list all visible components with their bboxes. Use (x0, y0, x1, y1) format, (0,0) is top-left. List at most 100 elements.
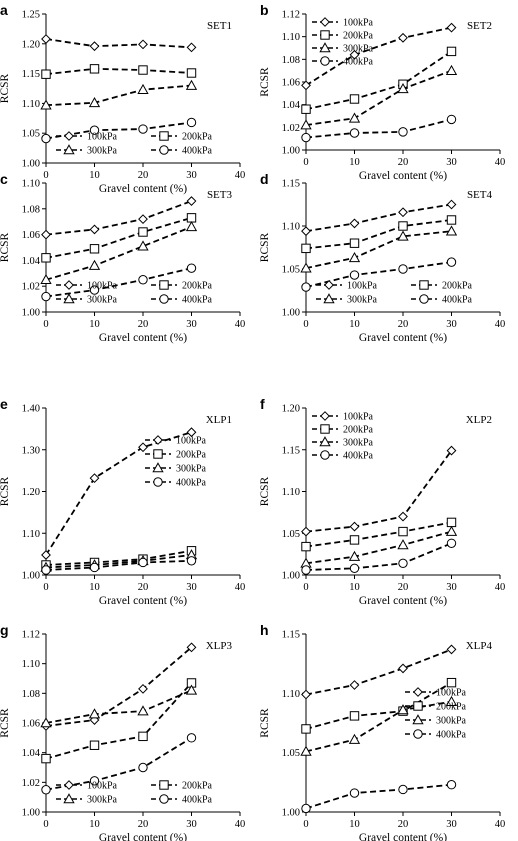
panel-set-label: SET4 (467, 189, 493, 201)
data-point (138, 442, 148, 453)
series-400kPa (301, 114, 457, 143)
y-tick-label: 1.15 (282, 179, 300, 190)
data-point (138, 557, 148, 568)
legend-label: 100kPa (87, 281, 118, 292)
y-tick-label: 1.10 (22, 659, 40, 670)
data-point (89, 562, 100, 573)
legend-entry: 100kPa (56, 280, 118, 292)
y-tick-label: 1.04 (22, 748, 41, 759)
data-point (89, 285, 100, 295)
data-point (138, 39, 148, 50)
x-tick-label: 20 (398, 819, 409, 830)
series-line (45, 431, 192, 556)
legend-marker (413, 729, 423, 739)
series-line (305, 203, 452, 233)
data-point (398, 558, 408, 569)
data-point (138, 214, 148, 225)
y-tick-label: 1.12 (22, 630, 40, 641)
data-point (186, 213, 197, 223)
data-point (89, 740, 100, 750)
legend-marker (152, 462, 164, 473)
y-tick-label: 1.05 (22, 129, 40, 140)
data-point (40, 99, 52, 110)
legend-entry: 300kPa (56, 793, 118, 806)
panel-set-label: XLP2 (466, 414, 492, 426)
y-tick-label: 1.10 (282, 689, 300, 700)
data-point (137, 83, 149, 94)
data-point (41, 291, 51, 302)
panel-set-label: XLP4 (466, 640, 493, 652)
legend-label: 300kPa (87, 146, 118, 157)
series-line (305, 69, 452, 126)
legend-label: 200kPa (436, 702, 467, 713)
data-point (348, 733, 361, 744)
data-point (185, 684, 198, 695)
chart-panel-c: 1.001.021.041.061.081.100 10 20 30 40Gravel … (0, 171, 245, 344)
legend-label: 300kPa (347, 295, 378, 306)
series-line (305, 261, 452, 288)
data-point (446, 114, 457, 125)
x-tick-label: 10 (89, 170, 100, 181)
y-tick-label: 1.05 (282, 529, 300, 540)
legend-marker (159, 294, 169, 304)
x-tick-label: 10 (349, 319, 360, 330)
data-point (88, 96, 101, 108)
data-point (398, 207, 408, 218)
legend-marker (63, 293, 75, 304)
legend-marker (413, 701, 423, 711)
x-tick-label: 0 (303, 157, 308, 168)
data-point (89, 776, 100, 786)
x-tick-label: 20 (398, 157, 409, 168)
x-tick-label: 30 (186, 582, 197, 593)
panel-set-label: XLP3 (206, 640, 233, 652)
y-tick-label: 1.20 (282, 404, 300, 415)
data-point (300, 745, 312, 756)
y-tick-label: 1.06 (282, 78, 300, 89)
x-tick-label: 30 (446, 319, 457, 330)
y-tick-label: 1.00 (22, 571, 40, 582)
y-tick-label: 1.30 (22, 445, 40, 456)
x-tick-label: 40 (235, 819, 246, 830)
data-point (446, 538, 457, 548)
legend-marker (320, 17, 330, 27)
data-point (186, 733, 197, 743)
legend-marker (323, 293, 335, 304)
panel-letter: d (260, 171, 269, 187)
series-100kPa (301, 445, 457, 537)
legend-label: 100kPa (87, 781, 118, 792)
x-tick-label: 20 (138, 319, 149, 330)
y-tick-label: 1.04 (282, 100, 301, 111)
data-point (349, 238, 360, 248)
data-point (137, 240, 149, 251)
data-point (301, 526, 311, 537)
y-axis-title: RCSR (0, 232, 11, 262)
x-tick-label: 10 (89, 582, 100, 593)
data-point (445, 64, 458, 75)
series-line (45, 200, 192, 236)
legend-marker (159, 145, 169, 155)
legend-entry: 100kPa (56, 131, 118, 143)
y-tick-label: 1.02 (22, 778, 40, 789)
data-point (446, 445, 457, 456)
data-point (349, 521, 360, 532)
legend: 100kPa 200kPa 300kPa 400kPa (405, 687, 467, 741)
data-point (138, 275, 148, 285)
y-tick-label: 1.00 (22, 159, 40, 170)
legend-marker (153, 449, 163, 459)
legend-label: 400kPa (176, 478, 207, 489)
data-point (89, 224, 100, 235)
legend-label: 300kPa (343, 438, 374, 449)
legend-entry: 300kPa (316, 293, 378, 306)
series-line (305, 521, 452, 548)
legend-marker (320, 411, 330, 421)
series-100kPa (301, 22, 457, 91)
legend-marker (64, 780, 74, 790)
y-axis-title: RCSR (0, 476, 11, 506)
data-point (398, 511, 408, 522)
y-tick-label: 1.08 (22, 689, 40, 700)
legend-marker (64, 131, 74, 141)
data-point (445, 225, 458, 236)
series-100kPa (41, 196, 197, 240)
series-line (45, 646, 193, 727)
